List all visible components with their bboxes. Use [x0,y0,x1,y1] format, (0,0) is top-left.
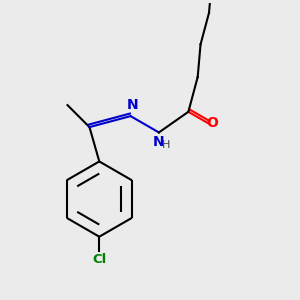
Text: O: O [206,116,218,130]
Text: N: N [127,98,139,112]
Text: H: H [162,140,170,150]
Text: N: N [153,135,165,149]
Text: Cl: Cl [92,253,106,266]
